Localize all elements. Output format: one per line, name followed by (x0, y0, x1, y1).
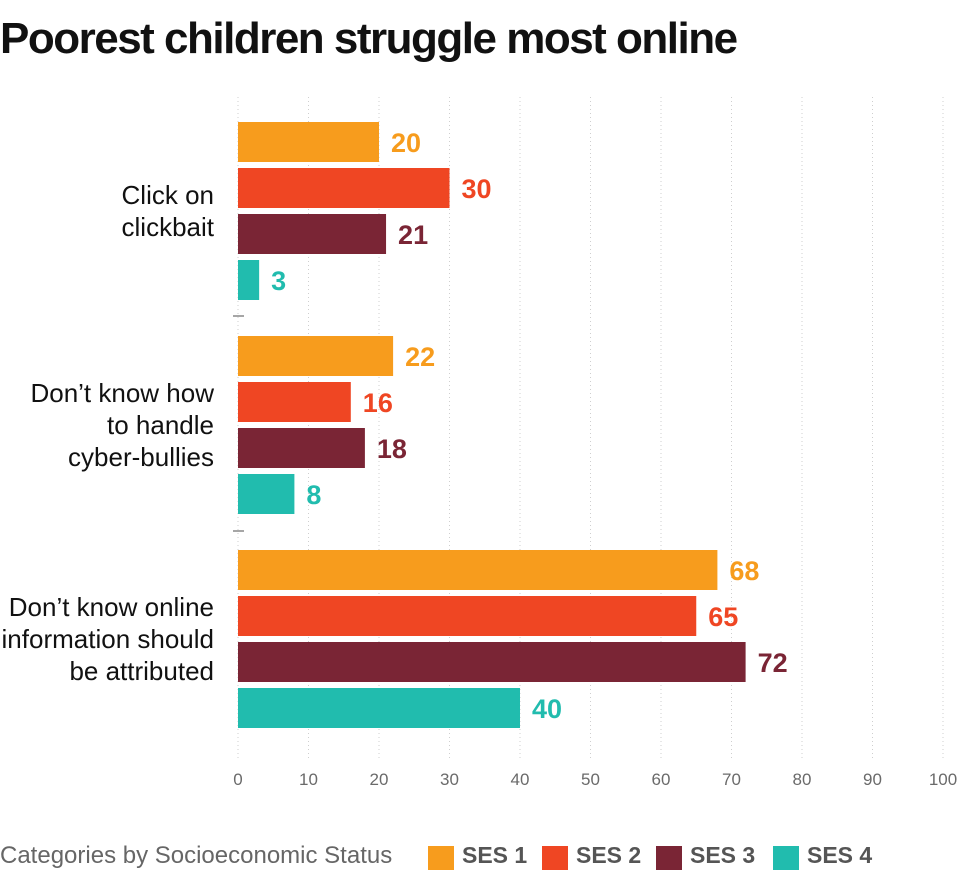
legend: Categories by Socioeconomic Status SES 1… (0, 838, 957, 878)
x-tick-label: 80 (793, 770, 812, 789)
bar (238, 428, 365, 468)
data-label: 16 (363, 388, 393, 418)
x-tick-label: 70 (722, 770, 741, 789)
x-tick-label: 40 (511, 770, 530, 789)
bar (238, 260, 260, 300)
category-label: Don’t know online information should be at… (2, 592, 214, 686)
data-label: 21 (398, 220, 428, 250)
data-label: 65 (708, 602, 738, 632)
bar (238, 122, 379, 162)
x-tick-label: 20 (370, 770, 389, 789)
bar (238, 382, 351, 422)
x-tick-label: 0 (233, 770, 242, 789)
legend-title: Categories by Socioeconomic Status (0, 842, 393, 869)
data-label: 8 (306, 480, 321, 510)
data-label: 3 (271, 266, 286, 296)
chart-title: Poorest children struggle most online (0, 14, 738, 63)
data-label: 20 (391, 128, 421, 158)
bar (238, 336, 394, 376)
legend-swatch (656, 846, 682, 870)
bar (238, 642, 746, 682)
data-label: 68 (729, 556, 759, 586)
x-tick-label: 100 (929, 770, 957, 789)
bar (238, 688, 520, 728)
bar (238, 596, 697, 636)
x-tick-label: 90 (863, 770, 882, 789)
legend-label: SES 4 (807, 842, 873, 868)
data-label: 18 (377, 434, 407, 464)
bar (238, 474, 295, 514)
legend-swatch (773, 846, 799, 870)
category-label: Click on clickbait (122, 180, 215, 242)
legend-swatch (428, 846, 454, 870)
data-label: 40 (532, 694, 562, 724)
legend-swatch (542, 846, 568, 870)
data-label: 72 (758, 648, 788, 678)
x-tick-label: 50 (581, 770, 600, 789)
x-tick-label: 30 (440, 770, 459, 789)
bar (238, 168, 450, 208)
bar-chart: 0 10 20 30 40 50 60 70 80 90 100 20 30 21 3 Click on cli… (2, 97, 957, 789)
x-tick-label: 60 (652, 770, 671, 789)
bar (238, 214, 387, 254)
category-label: Don’t know how to handle cyber-bullies (30, 378, 214, 472)
legend-label: SES 3 (690, 842, 756, 868)
bar (238, 550, 718, 590)
legend-label: SES 1 (462, 842, 528, 868)
x-tick-label: 10 (299, 770, 318, 789)
legend-label: SES 2 (576, 842, 642, 868)
data-label: 30 (462, 174, 492, 204)
data-label: 22 (405, 342, 435, 372)
